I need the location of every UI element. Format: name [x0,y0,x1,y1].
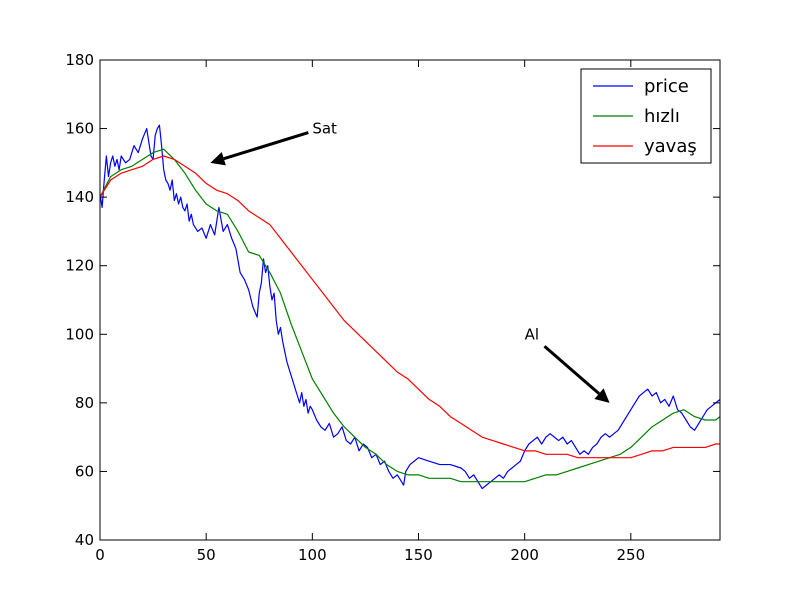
y-tick-label: 120 [65,257,94,275]
annotation-arrow-shaft [223,131,309,161]
x-tick-label: 100 [298,546,327,564]
plot-frame [99,59,721,541]
y-tick-label: 80 [75,394,94,412]
y-tick-label: 140 [65,188,94,206]
series-line-0 [100,124,720,490]
y-tick-label: 40 [75,531,94,549]
y-tick-label: 100 [65,325,94,343]
annotation-arrow-head [210,152,226,166]
y-tick-label: 60 [75,462,94,480]
series-line-1 [100,148,720,483]
legend: price hızlı yavaş [580,68,712,164]
y-tick-label: 160 [65,120,94,138]
annotation-arrow-shaft [543,345,601,395]
tick-layer: 0 50 100 150 200 250 40 60 80 100 120 140 160 180 [65,51,720,564]
x-tick-label: 0 [95,546,105,564]
x-tick-label: 50 [197,546,216,564]
legend-label: yavaş [644,136,697,157]
annotation-arrow-head [594,388,610,403]
series-layer [100,124,720,490]
series-line-2 [100,155,720,459]
annotation-label: Sat [312,120,337,138]
x-tick-label: 200 [510,546,539,564]
annotation-label: Al [525,325,539,343]
x-tick-label: 150 [404,546,433,564]
y-tick-label: 180 [65,51,94,69]
legend-label: price [644,76,689,97]
x-tick-label: 250 [617,546,646,564]
legend-label: hızlı [644,106,680,127]
annotation-layer: Sat Al [210,120,610,403]
